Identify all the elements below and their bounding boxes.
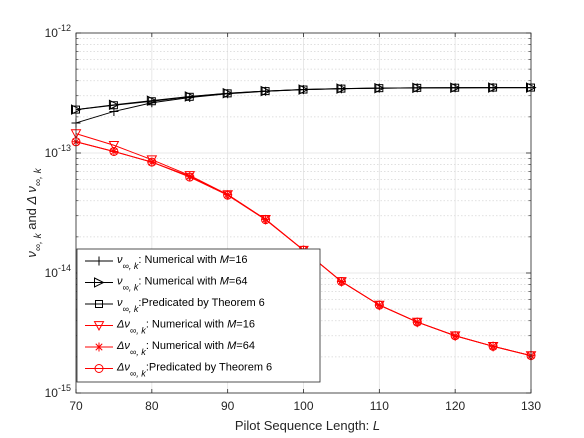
- data-point: [337, 84, 346, 93]
- x-tick-label: 90: [221, 399, 235, 413]
- data-point: [93, 321, 105, 332]
- data-point: [299, 85, 308, 94]
- data-point: [108, 140, 120, 151]
- legend-label: Δν∞, k: Numerical with M=16: [116, 319, 255, 336]
- x-axis-label: Pilot Sequence Length: L: [235, 418, 380, 433]
- data-point: [109, 146, 119, 156]
- data-point: [94, 277, 105, 288]
- legend: ν∞, k: Numerical with M=16 ν∞, k: Numeric…: [76, 248, 321, 383]
- data-point: [450, 331, 460, 341]
- y-axis-label: ν∞, k and Δ ν∞, k: [24, 167, 44, 257]
- data-point: [223, 190, 233, 200]
- data-point: [488, 341, 498, 351]
- data-point: [413, 83, 422, 92]
- legend-entry-2: ν∞, k: Numerical with M=64: [85, 276, 248, 293]
- data-point: [94, 364, 104, 373]
- data-point: [95, 300, 103, 308]
- data-point: [108, 99, 120, 111]
- data-point: [375, 84, 384, 93]
- data-point: [223, 190, 233, 200]
- y-tick-label: 10-15: [45, 383, 71, 400]
- data-point: [147, 157, 157, 167]
- data-point: [184, 91, 196, 102]
- y-tick-label: 10-12: [45, 23, 71, 40]
- x-tick-label: 80: [145, 399, 159, 413]
- data-point: [185, 92, 194, 101]
- x-tick-label: 110: [370, 399, 389, 413]
- x-axis-title: Pilot Sequence Length: L: [235, 418, 380, 433]
- legend-entry-3: ν∞, k:Predicated by Theorem 6: [85, 297, 265, 314]
- x-tick-label: 130: [521, 399, 541, 413]
- data-point: [451, 83, 460, 92]
- data-point: [489, 83, 498, 92]
- series-3: [72, 83, 535, 114]
- data-point: [222, 87, 234, 99]
- legend-label: ν∞, k: Numerical with M=16: [117, 254, 248, 271]
- data-point: [109, 101, 118, 110]
- data-point: [412, 317, 422, 327]
- y-tick-label: 10-14: [45, 263, 71, 280]
- legend-label: Δν∞, k:Predicated by Theorem 6: [116, 362, 272, 379]
- y-axis-title: ν∞, k and Δ ν∞, k: [24, 167, 44, 257]
- data-point: [147, 97, 156, 106]
- data-point: [185, 171, 195, 181]
- legend-label: ν∞, k: Numerical with M=64: [117, 276, 248, 293]
- data-point: [223, 89, 232, 98]
- legend-entry-4: Δν∞, k: Numerical with M=16: [85, 319, 255, 336]
- legend-entry-1: ν∞, k: Numerical with M=16: [85, 254, 248, 271]
- y-tick-label: 10-13: [45, 143, 71, 160]
- data-point: [336, 276, 346, 286]
- data-point: [261, 87, 270, 96]
- legend-label: ν∞, k:Predicated by Theorem 6: [117, 297, 265, 314]
- data-point: [146, 95, 158, 106]
- legend-box: [76, 248, 321, 383]
- series-line: [75, 87, 531, 111]
- legend-label: Δν∞, k: Numerical with M=64: [116, 340, 255, 357]
- x-tick-label: 70: [69, 399, 83, 413]
- x-tick-label: 100: [293, 399, 313, 413]
- data-point: [185, 172, 195, 182]
- data-point: [94, 256, 104, 266]
- data-point: [261, 215, 271, 225]
- data-point: [374, 300, 384, 310]
- legend-entry-6: Δν∞, k:Predicated by Theorem 6: [85, 362, 272, 379]
- data-point: [94, 342, 104, 352]
- x-tick-label: 120: [445, 399, 465, 413]
- legend-entry-5: Δν∞, k: Numerical with M=64: [85, 340, 255, 357]
